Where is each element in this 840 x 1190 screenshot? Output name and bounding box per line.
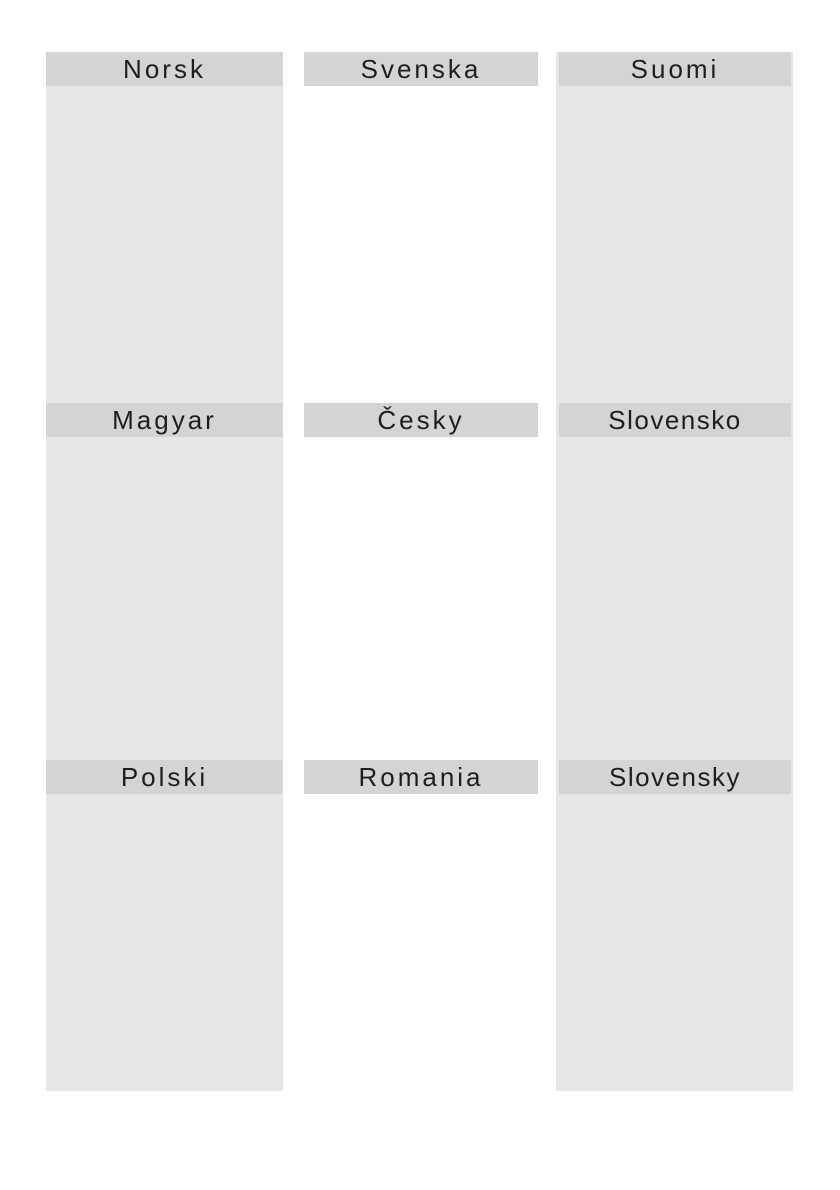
section-header-slovensky: Slovensky (559, 760, 791, 794)
section-header-svenska: Svenska (304, 52, 538, 86)
section-header-cesky: Česky (304, 403, 538, 437)
middle-column-panel (304, 52, 538, 1091)
section-header-romania: Romania (304, 760, 538, 794)
right-column-panel (556, 52, 793, 1091)
left-column-panel (46, 52, 283, 1091)
section-header-norsk: Norsk (46, 52, 283, 86)
section-header-suomi: Suomi (559, 52, 791, 86)
section-header-polski: Polski (46, 760, 283, 794)
section-header-slovensko: Slovensko (559, 403, 791, 437)
section-header-magyar: Magyar (46, 403, 283, 437)
